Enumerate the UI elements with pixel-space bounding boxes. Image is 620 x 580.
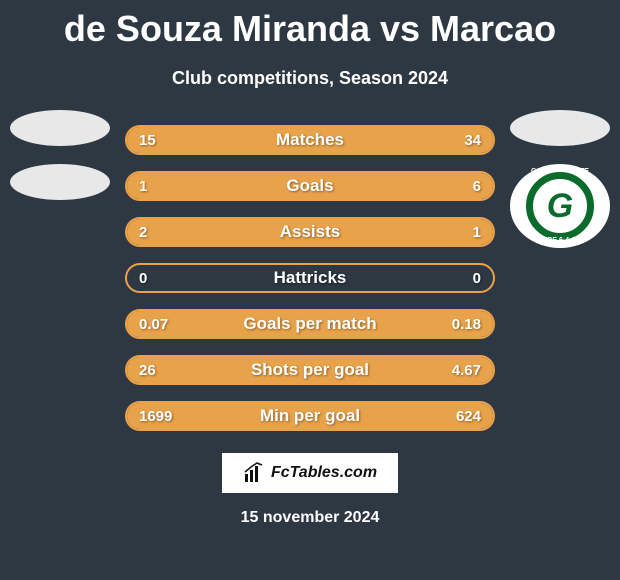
stat-bar-label: Min per goal (127, 406, 493, 426)
stat-bar-label: Goals (127, 176, 493, 196)
stat-bar-value-left: 0.07 (139, 316, 168, 333)
badge-ring-text-bottom: CLUBE 6-4-1943 (533, 237, 587, 244)
stat-bar-label: Matches (127, 130, 493, 150)
right-player-badges: GOIÁS ESPORTE G CLUBE 6-4-1943 (500, 110, 620, 248)
left-player-badges (0, 110, 120, 200)
brand-chart-icon (243, 462, 265, 484)
stat-bar-row: Goals per match0.07 0.18 (125, 309, 495, 339)
stat-bar-value-right: 4.67 (452, 362, 481, 379)
stat-bar-row: Min per goal1699 624 (125, 401, 495, 431)
brand-box: FcTables.com (222, 453, 398, 493)
brand-text: FcTables.com (271, 464, 377, 482)
club-badge-letter: G (547, 187, 573, 226)
stat-bar-row: Assists2 1 (125, 217, 495, 247)
stat-bar-value-right: 34 (464, 132, 481, 149)
stat-bar-label: Hattricks (127, 268, 493, 288)
stat-bar-label: Goals per match (127, 314, 493, 334)
stat-bar-label: Shots per goal (127, 360, 493, 380)
club-badge-inner: G (526, 172, 594, 240)
stat-bar-value-left: 2 (139, 224, 147, 241)
stat-bar-value-right: 0.18 (452, 316, 481, 333)
stat-bar-value-right: 624 (456, 408, 481, 425)
subtitle: Club competitions, Season 2024 (0, 68, 620, 89)
stat-bar-value-right: 0 (473, 270, 481, 287)
stat-bar-row: Goals1 6 (125, 171, 495, 201)
stat-bar-value-left: 1 (139, 178, 147, 195)
stat-bar-value-left: 26 (139, 362, 156, 379)
stat-bar-value-left: 0 (139, 270, 147, 287)
stat-bar-row: Shots per goal26 4.67 (125, 355, 495, 385)
stats-bars-container: Matches1534Goals16Assists21Hattricks00Go… (125, 125, 495, 431)
stat-bar-row: Hattricks0 0 (125, 263, 495, 293)
stat-bar-value-left: 15 (139, 132, 156, 149)
stat-bar-row: Matches15 34 (125, 125, 495, 155)
club-badge-goias: GOIÁS ESPORTE G CLUBE 6-4-1943 (510, 164, 610, 248)
badge-placeholder (510, 110, 610, 146)
stat-bar-value-left: 1699 (139, 408, 172, 425)
stat-bar-value-right: 1 (473, 224, 481, 241)
stat-bar-label: Assists (127, 222, 493, 242)
stat-bar-value-right: 6 (473, 178, 481, 195)
badge-placeholder (10, 110, 110, 146)
date-line: 15 november 2024 (0, 509, 620, 527)
badge-placeholder (10, 164, 110, 200)
page-title: de Souza Miranda vs Marcao (0, 0, 620, 50)
